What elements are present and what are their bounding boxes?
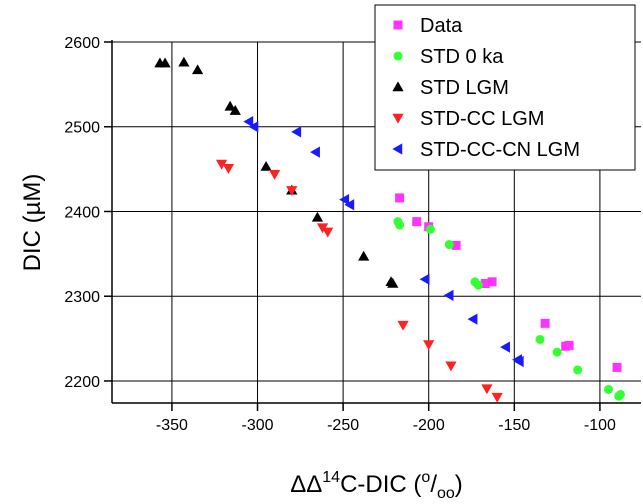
x-axis-label-part: ΔΔ <box>290 471 322 498</box>
point <box>564 340 574 350</box>
legend-marker <box>393 20 403 30</box>
x-axis-label-part: 14 <box>322 469 340 486</box>
point <box>286 186 298 196</box>
point <box>573 365 583 375</box>
point <box>248 121 259 133</box>
point <box>269 169 281 180</box>
point <box>500 341 510 353</box>
legend-label: STD-CC LGM <box>420 108 544 130</box>
point <box>229 105 241 115</box>
point <box>311 211 324 222</box>
legend-marker <box>392 143 403 155</box>
point <box>412 217 422 227</box>
legend-label: STD-CC-CN LGM <box>420 139 580 161</box>
point <box>612 362 622 372</box>
y-tick-label: 2600 <box>64 35 100 52</box>
point <box>159 57 171 68</box>
point <box>358 250 370 261</box>
legend-marker <box>392 81 404 92</box>
legend-marker <box>393 51 403 61</box>
point <box>395 220 405 230</box>
point <box>467 313 478 325</box>
point <box>222 164 235 174</box>
point <box>473 280 483 290</box>
legend-marker <box>392 113 404 124</box>
point <box>535 334 545 344</box>
legend-label: STD 0 ka <box>420 46 504 68</box>
point <box>444 240 454 250</box>
x-axis-label-part: o <box>421 469 430 486</box>
point <box>344 199 355 211</box>
point <box>395 193 405 203</box>
y-tick-label: 2400 <box>64 204 100 221</box>
point <box>552 347 562 357</box>
point <box>339 193 350 206</box>
x-tick-label: -300 <box>242 417 274 434</box>
y-tick-label: 2300 <box>64 289 100 306</box>
point <box>387 277 399 288</box>
point <box>243 116 254 128</box>
point <box>603 384 613 394</box>
point <box>260 160 272 171</box>
x-tick-label: -350 <box>156 417 188 434</box>
point <box>443 289 454 302</box>
point <box>425 224 435 234</box>
point <box>491 392 503 403</box>
point <box>487 277 497 287</box>
x-tick-label: -100 <box>584 417 616 434</box>
point <box>451 240 461 250</box>
x-axis-label-part: oo <box>437 485 455 502</box>
x-tick-label: -150 <box>498 417 530 434</box>
point <box>322 227 334 238</box>
point <box>215 159 228 170</box>
point <box>481 384 493 395</box>
point <box>419 273 430 285</box>
point <box>291 126 302 138</box>
point <box>480 279 490 289</box>
x-axis-label-part: / <box>430 471 437 498</box>
x-tick-label: -200 <box>413 417 445 434</box>
legend-box <box>374 4 636 171</box>
legend-label: Data <box>420 15 463 37</box>
legend-label: STD LGM <box>420 77 509 99</box>
x-axis-label-part: C-DIC ( <box>340 471 421 498</box>
point <box>224 100 236 111</box>
y-axis-label: DIC (µM) <box>19 174 46 272</box>
point <box>397 320 409 331</box>
point <box>614 391 624 401</box>
point <box>513 355 524 368</box>
point <box>178 56 190 67</box>
point <box>540 318 550 328</box>
point <box>445 361 457 372</box>
point <box>191 64 204 75</box>
y-tick-label: 2500 <box>64 120 100 137</box>
x-axis-label: ΔΔ14C-DIC (o/oo) <box>290 469 463 502</box>
x-tick-label: -250 <box>327 417 359 434</box>
y-tick-label: 2200 <box>64 374 100 391</box>
x-axis-label-part: ) <box>455 471 463 498</box>
point <box>310 146 320 158</box>
point <box>423 340 435 351</box>
